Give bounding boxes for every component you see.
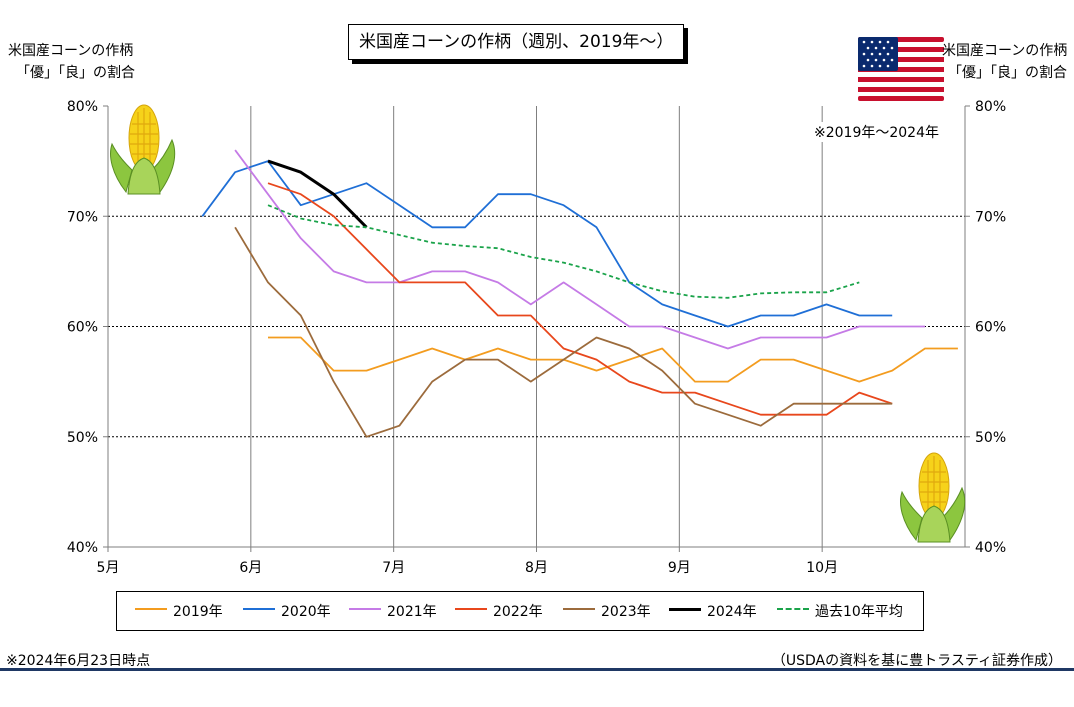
- grid-lines: [108, 106, 965, 547]
- legend-swatch: [669, 608, 701, 611]
- corn-icon: [110, 104, 176, 195]
- x-tick-label: 8月: [525, 560, 548, 576]
- legend-label: 2019年: [173, 604, 223, 620]
- corn-icon: [900, 452, 966, 543]
- legend-swatch: [349, 608, 381, 610]
- series-line-2: [234, 149, 925, 350]
- x-tick-label: 6月: [239, 560, 262, 576]
- left-axis-title-line1: 米国産コーンの作柄: [8, 43, 134, 59]
- legend-label: 2021年: [387, 604, 437, 620]
- us-flag-icon: [858, 37, 944, 101]
- series-line-0: [268, 336, 958, 383]
- right-axis-title: 米国産コーンの作柄 「優」「良」の割合: [942, 40, 1067, 84]
- legend-swatch: [563, 608, 595, 610]
- y-tick-label-right: 70%: [975, 209, 1006, 225]
- right-axis-title-line1: 米国産コーンの作柄: [942, 43, 1068, 59]
- x-tick-label: 10月: [806, 560, 838, 576]
- range-note: ※2019年～2024年: [814, 122, 939, 142]
- legend-label: 2023年: [601, 604, 651, 620]
- legend: 2019年 2020年 2021年 2022年 2023年 2024年 過去10…: [116, 591, 924, 631]
- axes: 40% 40% 50% 50% 60% 60% 70% 70% 80% 80% 5月 6月 7月 8月 9月…: [67, 99, 1006, 576]
- y-tick-label-right: 60%: [975, 320, 1006, 336]
- legend-swatch: [135, 608, 167, 610]
- series-line-5: [267, 159, 368, 229]
- series-layer: [201, 149, 958, 438]
- legend-label: 2022年: [493, 604, 543, 620]
- legend-swatch: [243, 608, 275, 610]
- series-line-3: [267, 182, 893, 416]
- right-axis-title-line2: 「優」「良」の割合: [948, 65, 1067, 81]
- y-tick-label-left: 70%: [67, 209, 98, 225]
- footer-date-note: ※2024年6月23日時点: [6, 653, 151, 669]
- series-line-6: [267, 204, 860, 299]
- legend-label: 過去10年平均: [815, 604, 903, 620]
- series-line-4: [234, 226, 893, 438]
- y-tick-label-right: 40%: [975, 540, 1006, 556]
- footer-source-note: （USDAの資料を基に豊トラスティ証券作成）: [771, 653, 1062, 669]
- bottom-rule: [0, 668, 1074, 671]
- y-tick-label-left: 60%: [67, 320, 98, 336]
- legend-swatch: [777, 608, 809, 610]
- left-axis-title: 米国産コーンの作柄 「優」「良」の割合: [8, 40, 135, 84]
- y-tick-label-right: 50%: [975, 430, 1006, 446]
- left-axis-title-line2: 「優」「良」の割合: [16, 65, 135, 81]
- legend-swatch: [455, 608, 487, 610]
- legend-label: 2020年: [281, 604, 331, 620]
- legend-label: 2024年: [707, 604, 757, 620]
- y-tick-label-left: 40%: [67, 540, 98, 556]
- x-tick-label: 7月: [382, 560, 405, 576]
- y-tick-label-right: 80%: [975, 99, 1006, 115]
- x-tick-label: 5月: [97, 560, 120, 576]
- series-line-1: [201, 160, 893, 328]
- y-tick-label-left: 50%: [67, 430, 98, 446]
- x-tick-label: 9月: [668, 560, 691, 576]
- chart-title: 米国産コーンの作柄（週別、2019年～）: [348, 24, 685, 60]
- y-tick-label-left: 80%: [67, 99, 98, 115]
